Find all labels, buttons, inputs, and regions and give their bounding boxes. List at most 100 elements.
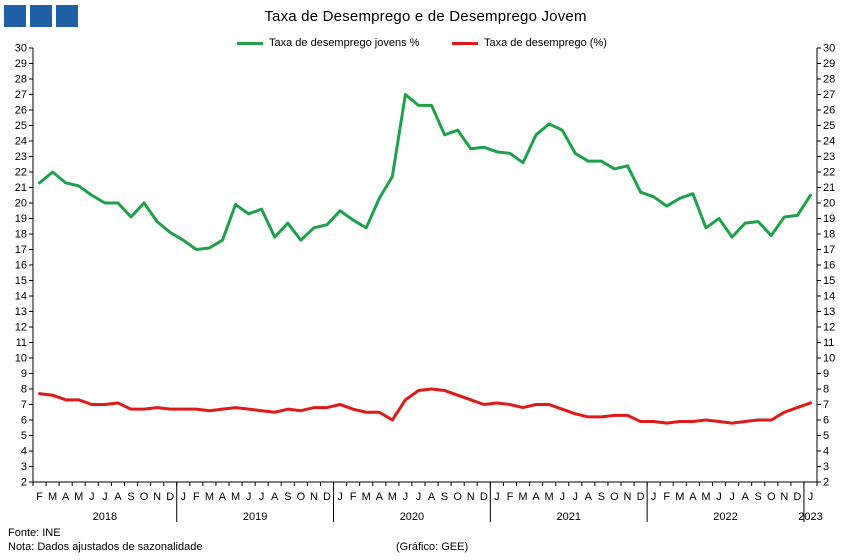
x-month-label: D: [323, 491, 331, 503]
y-tick-label-right: 5: [823, 430, 829, 442]
data-point-youth: [430, 104, 433, 106]
data-point-total: [744, 420, 746, 423]
y-tick-label-left: 7: [21, 399, 27, 411]
data-point-total: [783, 411, 785, 413]
y-tick-label-right: 26: [823, 105, 835, 117]
data-point-youth: [444, 134, 446, 136]
data-point-total: [653, 420, 655, 423]
data-point-total: [287, 408, 289, 410]
footer-source: Fonte: INE: [8, 527, 61, 539]
data-point-total: [417, 389, 420, 392]
data-point-youth: [809, 194, 812, 196]
y-tick-label-left: 11: [16, 337, 27, 349]
data-point-youth: [470, 148, 472, 150]
y-tick-label-left: 24: [15, 136, 27, 148]
data-point-total: [130, 408, 132, 410]
data-point-youth: [705, 227, 707, 229]
y-tick-label-left: 28: [15, 74, 27, 86]
x-month-label: A: [62, 491, 70, 503]
legend-total-label: Taxa de desemprego (%): [484, 37, 607, 49]
data-point-total: [705, 419, 707, 421]
x-month-label: J: [102, 491, 108, 503]
x-month-label: J: [573, 491, 579, 503]
data-point-youth: [626, 165, 629, 167]
data-point-total: [483, 403, 485, 406]
y-tick-label-left: 2: [21, 477, 27, 489]
y-tick-label-right: 10: [823, 353, 835, 365]
x-month-label: J: [246, 491, 252, 503]
x-month-label: M: [388, 491, 397, 503]
data-point-total: [444, 389, 446, 392]
data-point-youth: [248, 213, 250, 215]
legend-total: Taxa de desemprego (%): [452, 37, 607, 49]
x-month-label: A: [532, 491, 540, 503]
x-month-label: A: [741, 491, 749, 503]
x-month-label: S: [598, 491, 605, 503]
x-month-label: M: [518, 491, 527, 503]
x-month-label: A: [114, 491, 122, 503]
data-point-youth: [731, 236, 733, 238]
data-point-youth: [744, 222, 746, 224]
y-tick-label-right: 23: [823, 151, 835, 163]
data-point-total: [809, 402, 812, 404]
x-month-label: S: [441, 491, 448, 503]
data-point-youth: [287, 222, 289, 224]
x-month-label: J: [181, 491, 187, 503]
data-point-total: [404, 399, 406, 401]
data-point-total: [770, 419, 772, 421]
x-month-label: F: [36, 491, 43, 503]
x-month-label: F: [663, 491, 670, 503]
x-month-label: N: [780, 491, 788, 503]
y-tick-label-left: 26: [15, 105, 27, 117]
x-month-label: F: [350, 491, 357, 503]
data-point-youth: [117, 202, 119, 204]
data-point-youth: [757, 221, 759, 223]
data-point-youth: [300, 239, 302, 241]
data-point-total: [613, 414, 616, 416]
data-point-total: [535, 403, 537, 406]
x-month-label: M: [362, 491, 371, 503]
data-point-youth: [653, 196, 655, 198]
x-month-label: J: [337, 491, 343, 503]
data-point-total: [169, 408, 171, 410]
y-tick-label-right: 27: [823, 89, 835, 101]
x-month-label: D: [637, 491, 645, 503]
x-month-label: M: [675, 491, 684, 503]
data-point-youth: [130, 216, 132, 218]
y-tick-label-left: 18: [15, 229, 27, 241]
year-label: 2021: [556, 511, 580, 523]
data-point-youth: [38, 182, 41, 184]
data-point-youth: [234, 203, 237, 206]
data-point-total: [626, 414, 629, 416]
data-point-youth: [78, 185, 80, 187]
data-point-youth: [561, 129, 563, 131]
y-tick-label-left: 3: [21, 461, 27, 473]
data-point-total: [640, 420, 642, 423]
data-point-total: [156, 407, 158, 409]
data-point-youth: [65, 182, 67, 184]
y-tick-label-left: 9: [21, 368, 27, 380]
data-point-total: [496, 402, 498, 404]
y-tick-label-right: 4: [823, 446, 829, 458]
data-point-youth: [378, 197, 380, 199]
x-month-label: J: [559, 491, 565, 503]
year-label: 2023: [798, 511, 822, 523]
y-tick-label-right: 11: [823, 337, 834, 349]
y-tick-label-left: 27: [15, 89, 27, 101]
x-month-label: N: [624, 491, 632, 503]
data-point-total: [91, 403, 93, 406]
data-point-total: [718, 420, 720, 423]
x-month-label: J: [729, 491, 735, 503]
data-point-youth: [692, 193, 694, 195]
data-point-youth: [496, 151, 498, 153]
y-tick-label-left: 16: [15, 260, 27, 272]
y-tick-label-left: 15: [15, 275, 27, 287]
y-tick-label-left: 4: [21, 446, 27, 458]
x-month-label: A: [428, 491, 436, 503]
x-month-label: A: [376, 491, 384, 503]
y-tick-label-right: 13: [823, 306, 835, 318]
x-month-label: M: [74, 491, 83, 503]
x-month-label: J: [716, 491, 722, 503]
y-tick-label-left: 12: [15, 322, 27, 334]
x-month-label: D: [166, 491, 174, 503]
